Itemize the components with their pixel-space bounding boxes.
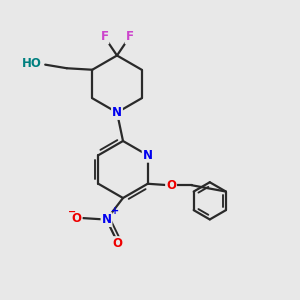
Text: O: O [166,179,176,192]
Text: O: O [72,212,82,225]
Text: N: N [112,106,122,119]
Text: N: N [101,213,112,226]
Text: +: + [111,206,119,216]
Text: −: − [68,206,76,217]
Text: N: N [143,149,153,162]
Text: O: O [112,237,122,250]
Text: F: F [100,30,108,44]
Text: HO: HO [22,57,42,70]
Text: F: F [126,30,134,44]
